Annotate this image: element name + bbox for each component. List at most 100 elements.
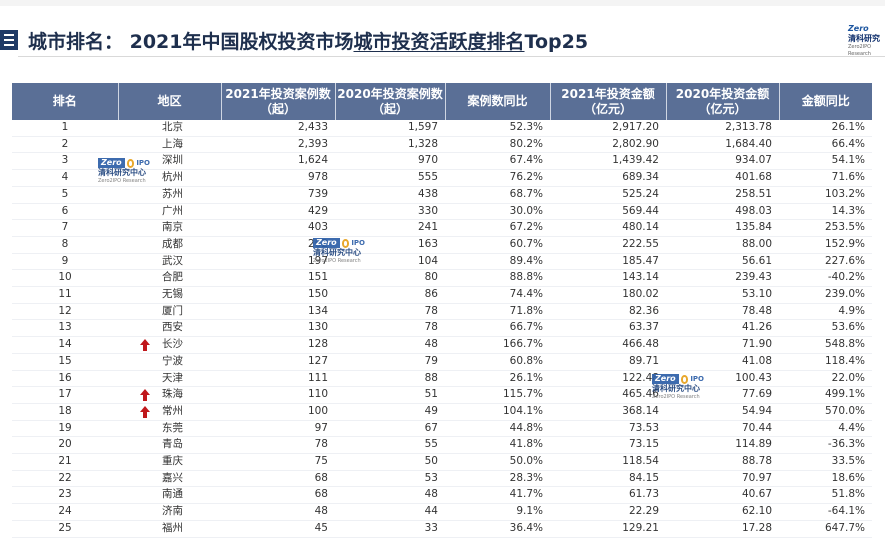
cell-region: 无锡 [162,288,183,301]
cell-amount-2020: 100.43 [735,371,772,384]
cell-region: 上海 [162,137,183,150]
cell-region: 天津 [162,371,183,384]
cell-amount-2021: 22.29 [628,505,659,518]
cell-cases-2020: 50 [424,455,438,468]
cell-amount-2020: 71.90 [741,338,772,351]
cell-rank: 4 [61,171,69,184]
table-body: 1 北京 2,433 1,597 52.3% 2,917.20 2,313.78 26.1% 2… [12,120,872,538]
cell-amount-2020: 41.26 [741,321,772,334]
cell-amount-2021: 569.44 [622,204,659,217]
cell-cases-2021: 78 [314,438,328,451]
cell-amount-2021: 61.73 [628,488,659,501]
cell-cases-yoy: 41.7% [509,488,543,501]
table-row: 21 重庆 75 50 50.0% 118.54 88.78 33.5% [12,454,872,471]
cell-rank: 2 [61,137,69,150]
cell-region: 杭州 [162,171,183,184]
cell-cases-2020: 78 [424,321,438,334]
cell-amount-2020: 62.10 [741,505,772,518]
cell-amount-2020: 239.43 [735,271,772,284]
cell-amount-2020: 1,684.40 [725,137,772,150]
cell-cases-2021: 403 [307,221,328,234]
cell-rank: 8 [61,237,69,250]
cell-region: 东莞 [162,421,183,434]
cell-cases-2020: 33 [424,521,438,534]
cell-rank: 14 [58,338,72,351]
table-row: 19 东莞 97 67 44.8% 73.53 70.44 4.4% [12,420,872,437]
table-row: 4 杭州 978 555 76.2% 689.34 401.68 71.6% [12,170,872,187]
table-row: 24 济南 48 44 9.1% 22.29 62.10 -64.1% [12,504,872,521]
cell-amount-yoy: 152.9% [824,237,865,250]
cell-cases-2020: 88 [424,371,438,384]
cell-rank: 16 [58,371,72,384]
city-ranking-table: 排名 地区 2021年投资案例数 （起） 2020年投资案例数 （起） 案例数同比 2021年… [12,83,872,538]
logo-brand: Zero [848,24,869,33]
column-header-cases-yoy: 案例数同比 [445,83,551,120]
cell-region: 西安 [162,321,183,334]
cell-cases-2021: 97 [314,421,328,434]
cell-rank: 20 [58,438,72,451]
cell-cases-2020: 86 [424,288,438,301]
cell-cases-2020: 163 [417,237,438,250]
cell-cases-2020: 104 [417,254,438,267]
table-row: 6 广州 429 330 30.0% 569.44 498.03 14.3% [12,203,872,220]
cell-cases-yoy: 80.2% [509,137,543,150]
cell-rank: 7 [61,221,69,234]
cell-rank: 19 [58,421,72,434]
cell-amount-yoy: 499.1% [824,388,865,401]
title-divider [18,56,885,57]
cell-rank: 24 [58,505,72,518]
cell-amount-2021: 222.55 [622,237,659,250]
cell-amount-2020: 88.78 [741,455,772,468]
cell-amount-yoy: 66.4% [831,137,865,150]
cell-region: 厦门 [162,304,183,317]
cell-cases-2020: 330 [417,204,438,217]
cell-cases-yoy: 76.2% [509,171,543,184]
menu-icon[interactable] [0,30,18,50]
watermark-logo: Zero IPO 清科研究中心 Zero2IPO Research [98,158,150,184]
cell-region: 长沙 [140,338,183,352]
cell-cases-2020: 970 [417,154,438,167]
table-row: 11 无锡 150 86 74.4% 180.02 53.10 239.0% [12,287,872,304]
cell-cases-yoy: 88.8% [509,271,543,284]
cell-amount-yoy: -64.1% [827,505,865,518]
cell-cases-2020: 241 [417,221,438,234]
cell-cases-yoy: 26.1% [509,371,543,384]
cell-cases-2021: 429 [307,204,328,217]
brand-logo: Zero 清科研究 Zero2IPO Research [848,24,885,57]
table-row: 2 上海 2,393 1,328 80.2% 2,802.90 1,684.40 66.4% [12,136,872,153]
cell-amount-2021: 143.14 [622,271,659,284]
cell-region: 成都 [162,237,183,250]
table-header-row: 排名 地区 2021年投资案例数 （起） 2020年投资案例数 （起） 案例数同比 2021年… [12,83,872,120]
table-row: 10 合肥 151 80 88.8% 143.14 239.43 -40.2% [12,270,872,287]
cell-amount-2021: 122.48 [622,371,659,384]
column-header-rank: 排名 [12,83,119,120]
cell-rank: 11 [58,288,72,301]
table-row: 25 福州 45 33 36.4% 129.21 17.28 647.7% [12,520,872,538]
table-row: 23 南通 68 48 41.7% 61.73 40.67 51.8% [12,487,872,504]
cell-amount-2021: 689.34 [622,171,659,184]
cell-cases-yoy: 9.1% [516,505,543,518]
cell-amount-2021: 82.36 [628,304,659,317]
cell-amount-yoy: 51.8% [831,488,865,501]
cell-cases-2020: 53 [424,471,438,484]
cell-rank: 13 [58,321,72,334]
table-row: 22 嘉兴 68 53 28.3% 84.15 70.97 18.6% [12,470,872,487]
cell-region: 嘉兴 [162,471,183,484]
cell-cases-yoy: 36.4% [509,521,543,534]
cell-cases-2021: 45 [314,521,328,534]
cell-amount-2020: 56.61 [741,254,772,267]
cell-cases-2021: 134 [307,304,328,317]
cell-cases-2020: 55 [424,438,438,451]
top-rule [0,0,885,6]
cell-region: 常州 [140,404,183,418]
cell-region: 济南 [162,505,183,518]
column-header-amount-2021: 2021年投资金额 （亿元） [550,83,667,120]
cell-rank: 25 [58,521,72,534]
column-header-region: 地区 [118,83,222,120]
cell-amount-2020: 114.89 [735,438,772,451]
cell-cases-yoy: 30.0% [509,204,543,217]
cell-region: 珠海 [140,388,183,402]
cell-region: 苏州 [162,187,183,200]
cell-cases-yoy: 28.3% [509,471,543,484]
cell-cases-2020: 48 [424,488,438,501]
